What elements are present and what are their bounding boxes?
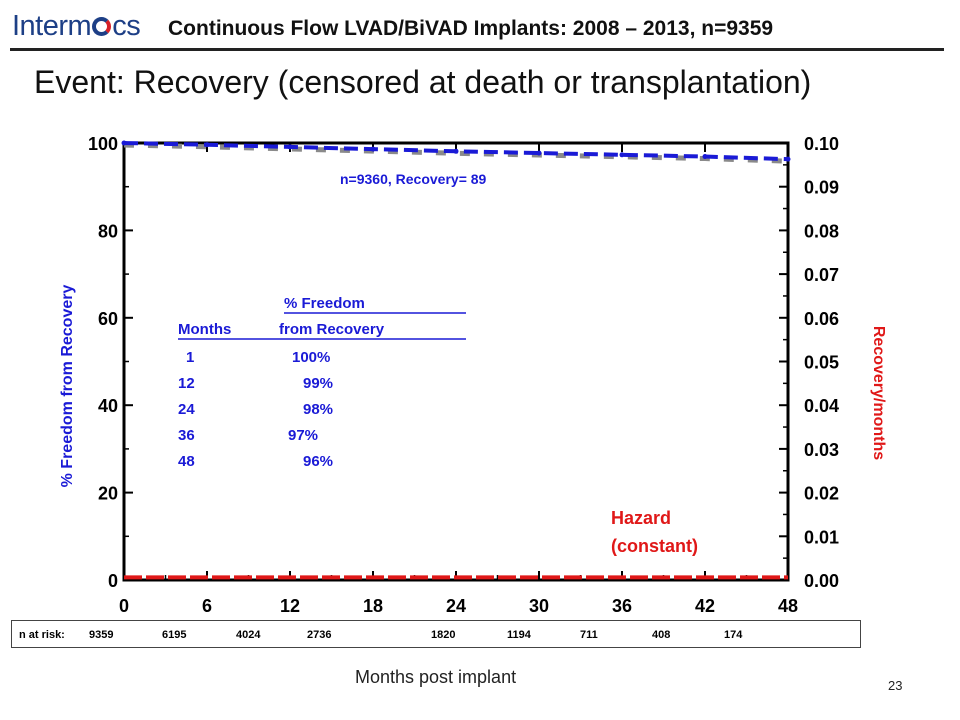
- y2-tick-label: 0.00: [804, 571, 839, 591]
- at-risk-value: 408: [652, 629, 671, 641]
- at-risk-value: 9359: [89, 629, 114, 641]
- y2-tick-label: 0.02: [804, 484, 839, 504]
- y2-tick-label: 0.10: [804, 134, 839, 154]
- y2-tick-label: 0.03: [804, 440, 839, 460]
- y2-tick-label: 0.06: [804, 309, 839, 329]
- y2-tick-label: 0.08: [804, 221, 839, 241]
- table-value: 99%: [303, 375, 333, 392]
- x-axis-label: Months post implant: [355, 667, 517, 687]
- page-number: 23: [888, 678, 903, 693]
- at-risk-value: 6195: [162, 629, 187, 641]
- at-risk-value: 1194: [507, 629, 531, 641]
- table-value: 100%: [292, 349, 330, 366]
- y-tick-label: 100: [88, 134, 118, 154]
- table-value: 96%: [303, 453, 333, 470]
- header-title: Continuous Flow LVAD/BiVAD Implants: 200…: [168, 17, 774, 40]
- x-tick-label: 30: [529, 596, 549, 616]
- table-header: Months: [178, 321, 231, 338]
- table-value: 98%: [303, 401, 333, 418]
- y2-tick-label: 0.09: [804, 178, 839, 198]
- at-risk-value: 1820: [431, 629, 456, 641]
- intermacs-logo: Interm cs: [12, 10, 141, 42]
- survival-point: [702, 154, 708, 160]
- y2-tick-label: 0.07: [804, 265, 839, 285]
- x-tick-label: 0: [119, 596, 129, 616]
- y2-tick-label: 0.05: [804, 353, 839, 373]
- at-risk-value: 711: [580, 629, 598, 641]
- survival-point: [619, 152, 625, 158]
- table-header: % Freedom: [284, 295, 365, 312]
- at-risk-box: n at risk: 9359 6195 4024 2736 1820 1194…: [11, 620, 861, 648]
- header-divider: [10, 48, 944, 51]
- x-tick-label: 36: [612, 596, 632, 616]
- table-month: 12: [178, 375, 195, 392]
- at-risk-value: 2736: [307, 629, 332, 641]
- table-month: 24: [178, 401, 195, 418]
- survival-point: [287, 144, 293, 150]
- x-tick-label: 12: [280, 596, 300, 616]
- x-tick-label: 48: [778, 596, 798, 616]
- y-tick-label: 80: [98, 221, 118, 241]
- table-value: 97%: [288, 427, 318, 444]
- logo-ring-icon: [92, 17, 112, 36]
- x-tick-label: 42: [695, 596, 715, 616]
- survival-point: [204, 142, 210, 148]
- at-risk-label: n at risk:: [19, 629, 65, 641]
- y2-tick-label: 0.04: [804, 396, 839, 416]
- survival-point: [370, 146, 376, 152]
- event-title: Event: Recovery (censored at death or tr…: [34, 64, 812, 100]
- hazard-label: (constant): [611, 536, 698, 556]
- y2-axis-label: Recovery/months: [870, 326, 887, 460]
- table-month: 1: [186, 349, 194, 366]
- n-annotation: n=9360, Recovery= 89: [340, 171, 487, 187]
- x-tick-label: 6: [202, 596, 212, 616]
- survival-point: [453, 148, 459, 154]
- survival-point: [536, 150, 542, 156]
- x-tick-label: 24: [446, 596, 466, 616]
- y-tick-label: 40: [98, 396, 118, 416]
- table-month: 36: [178, 427, 195, 444]
- y2-tick-label: 0.01: [804, 527, 839, 547]
- y-tick-label: 20: [98, 484, 118, 504]
- at-risk-value: 174: [724, 629, 743, 641]
- table-header: from Recovery: [279, 321, 385, 338]
- hazard-label: Hazard: [611, 508, 671, 528]
- plot-frame: [122, 141, 790, 582]
- y-axis-label: % Freedom from Recovery: [59, 285, 76, 488]
- table-month: 48: [178, 453, 195, 470]
- at-risk-value: 4024: [236, 629, 261, 641]
- survival-point: [785, 156, 791, 162]
- y-tick-label: 0: [108, 571, 118, 591]
- survival-point: [121, 140, 127, 146]
- x-tick-label: 18: [363, 596, 383, 616]
- y-tick-label: 60: [98, 309, 118, 329]
